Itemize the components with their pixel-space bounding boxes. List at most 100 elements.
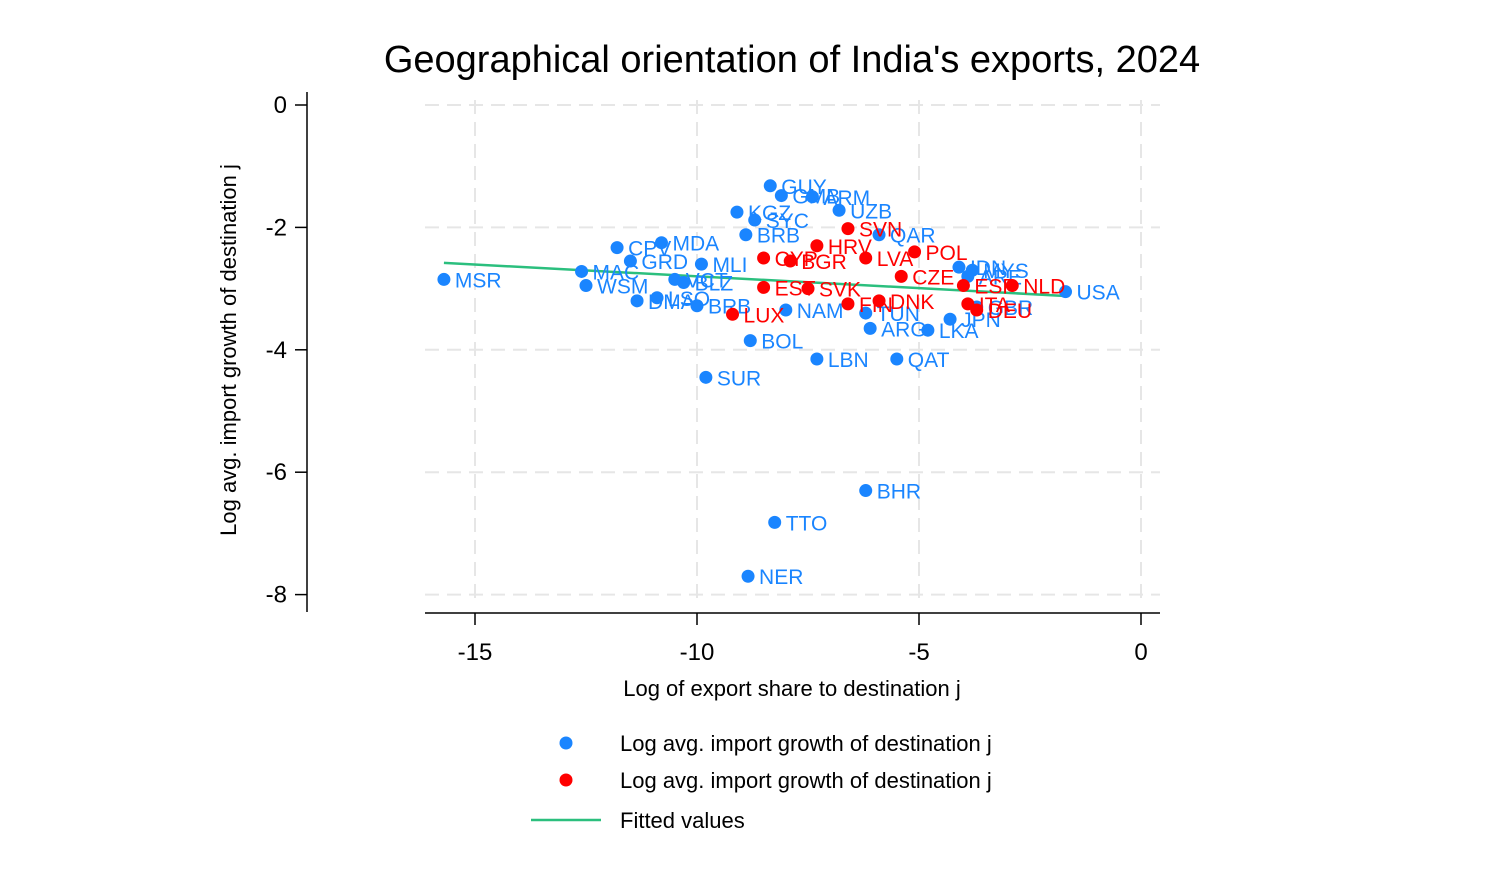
data-point-label: BHR: [877, 481, 921, 504]
x-tick-label: -10: [680, 639, 715, 666]
data-point-label: GBR: [988, 297, 1034, 320]
legend-label-red: Log avg. import growth of destination j: [620, 768, 992, 793]
data-point-label: LSO: [668, 288, 710, 311]
y-tick-label: 0: [274, 92, 287, 119]
data-point-label: TTO: [786, 512, 828, 535]
data-point-label: ITA: [979, 294, 1010, 317]
data-point: [690, 299, 704, 313]
data-point: [763, 179, 777, 193]
data-point-label: NER: [759, 566, 803, 589]
data-point-label: BGR: [801, 251, 847, 274]
legend-label-blue: Log avg. import growth of destination j: [620, 731, 992, 756]
data-point-label: TUN: [877, 303, 920, 326]
data-point: [810, 239, 824, 253]
data-point-label: BOL: [761, 331, 803, 354]
data-point: [783, 254, 797, 268]
grid: [425, 100, 1160, 600]
data-point: [677, 275, 691, 289]
data-point: [952, 260, 966, 274]
x-tick-label: -15: [458, 639, 493, 666]
data-point-label: MYS: [983, 260, 1029, 283]
data-point: [872, 228, 886, 242]
data-point: [841, 222, 855, 236]
axes: [306, 92, 1160, 614]
y-tick-label: -4: [266, 337, 287, 364]
data-point: [1059, 285, 1073, 299]
data-point-label: DNK: [890, 291, 934, 314]
data-point-label: LBN: [828, 349, 869, 372]
data-point: [757, 280, 771, 294]
y-tick-label: -2: [266, 214, 287, 241]
x-ticks: -15 -10 -5 0: [458, 613, 1148, 666]
data-point-label: NLD: [1023, 276, 1065, 299]
data-point-label: SVK: [819, 279, 861, 302]
data-point: [575, 264, 589, 278]
data-point-label: HRV: [828, 236, 872, 259]
data-point: [801, 282, 815, 296]
data-point-label: ARM: [823, 187, 870, 210]
data-point-label: BRB: [757, 225, 800, 248]
data-point-label: ESP: [974, 276, 1016, 299]
data-point: [779, 303, 793, 317]
data-point: [650, 291, 664, 305]
data-point-label: DEU: [988, 300, 1032, 323]
x-tick-label: 0: [1134, 639, 1147, 666]
data-point-label: MDA: [672, 233, 719, 256]
data-point-label: CZE: [912, 266, 954, 289]
data-point: [970, 303, 984, 317]
data-point: [757, 251, 771, 265]
data-point: [694, 257, 708, 271]
y-tick-label: -8: [266, 582, 287, 609]
data-point-label: MSR: [455, 269, 502, 292]
legend-marker-blue: [559, 736, 573, 750]
legend: Log avg. import growth of destination j …: [531, 731, 992, 833]
legend-marker-red: [559, 773, 573, 787]
data-point-label: MLI: [712, 254, 747, 277]
data-point: [774, 189, 788, 203]
data-point: [748, 213, 762, 227]
data-point-label: VCT: [686, 269, 728, 292]
data-point: [965, 263, 979, 277]
data-point-label: USA: [1077, 282, 1120, 305]
data-point: [894, 269, 908, 283]
data-point: [610, 241, 624, 255]
data-point: [768, 515, 782, 529]
data-point-label: SUR: [717, 367, 761, 390]
data-point: [437, 272, 451, 286]
data-point: [1005, 279, 1019, 293]
data-point: [730, 205, 744, 219]
data-point-label: LVA: [877, 248, 914, 271]
data-point: [579, 279, 593, 293]
data-point: [805, 190, 819, 204]
data-point-label: MAC: [593, 261, 640, 284]
data-point-label: LKA: [939, 320, 979, 343]
data-point-label: SYC: [766, 210, 809, 233]
data-point: [726, 307, 740, 321]
data-point-label: QAR: [890, 225, 936, 248]
data-point-label: POL: [926, 242, 968, 265]
data-point: [841, 297, 855, 311]
data-point: [739, 228, 753, 242]
data-point-label: JPN: [961, 309, 1001, 332]
data-point-label: NAM: [797, 300, 844, 323]
data-point-label: GMB: [792, 186, 840, 209]
data-point: [832, 203, 846, 217]
data-point-label: IDN: [970, 257, 1006, 280]
data-point: [890, 352, 904, 366]
data-point-label: WSM: [597, 276, 648, 299]
data-point: [908, 245, 922, 259]
y-tick-label: -6: [266, 459, 287, 486]
data-point: [872, 294, 886, 308]
data-point: [623, 254, 637, 268]
data-point-label: ARG: [881, 318, 927, 341]
chart-title: Geographical orientation of India's expo…: [384, 39, 1200, 81]
data-point: [956, 279, 970, 293]
data-point-label: UZB: [850, 200, 892, 223]
y-axis-title: Log avg. import growth of destination j: [216, 164, 241, 536]
data-point: [654, 236, 668, 250]
x-tick-label: -5: [908, 639, 929, 666]
legend-label-fitted: Fitted values: [620, 808, 745, 833]
data-point-label: QAT: [908, 349, 950, 372]
